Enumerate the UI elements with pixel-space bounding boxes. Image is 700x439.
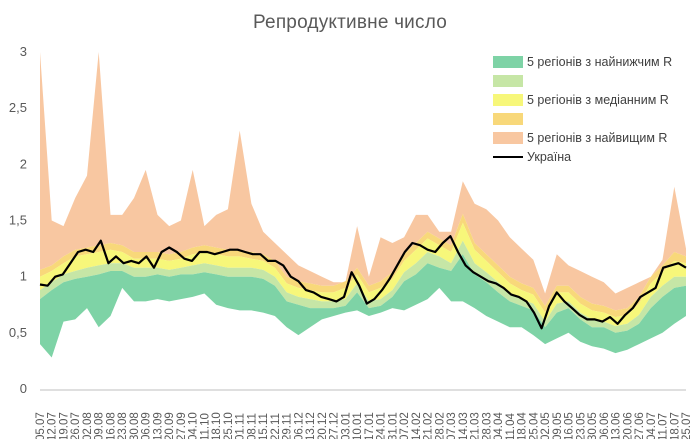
x-tick-label: 25.07 [681,412,693,439]
x-tick-label: 13.06 [611,412,623,439]
x-tick-label: 12.07 [47,412,59,439]
x-tick-label: 26.07 [70,412,82,439]
x-tick-label: 17.01 [364,412,376,439]
legend-swatch-mid-inner [493,112,523,125]
x-tick-label: 15.11 [258,413,270,439]
x-tick-label: 28.03 [481,412,493,439]
x-tick-label: 11.10 [199,413,211,439]
y-tick-label: 0,5 [9,325,27,340]
x-tick-label: 27.06 [634,412,646,439]
x-tick-label: 31.01 [387,412,399,439]
x-tick-label: 13.12 [305,412,317,439]
x-tick-label: 23.08 [117,412,129,439]
y-tick-label: 2,5 [9,100,27,115]
x-tick-label: 20.06 [622,412,634,439]
x-tick-label: 08.11 [246,413,258,439]
x-tick-label: 22.11 [270,413,282,439]
x-tick-label: 30.05 [587,412,599,439]
x-tick-label: 14.03 [458,412,470,439]
y-tick-label: 3 [20,44,27,59]
legend-label-high: 5 регіонів з найвищим R [527,130,668,145]
x-tick-label: 28.02 [434,412,446,439]
x-tick-label: 21.03 [470,412,482,439]
x-tick-label: 04.07 [646,412,658,439]
x-tick-label: 02.08 [82,412,94,439]
x-tick-label: 06.09 [141,412,153,439]
x-tick-label: 29.11 [282,413,294,439]
x-tick-label: 07.03 [446,412,458,439]
legend-swatch-low [493,55,523,68]
x-tick-label: 13.09 [153,412,165,439]
x-tick-label: 09.08 [94,412,106,439]
y-tick-label: 2 [20,156,27,171]
x-tick-label: 02.05 [540,412,552,439]
x-tick-label: 07.02 [399,412,411,439]
legend-label-low: 5 регіонів з найнижчим R [527,54,673,69]
y-tick-label: 1 [20,269,27,284]
legend-swatch-mid [493,93,523,106]
x-tick-label: 20.09 [164,412,176,439]
x-tick-label: 11.04 [505,412,517,439]
x-tick-label: 18.07 [669,412,681,439]
x-tick-label: 30.08 [129,412,141,439]
legend-item-high: 5 регіонів з найвищим R [493,128,698,147]
legend-item-low-inner [493,71,698,90]
y-tick-label: 0 [20,381,27,396]
x-tick-label: 04.04 [493,412,505,439]
legend-swatch-low-inner [493,74,523,87]
legend-item-ukraine: Україна [493,147,698,166]
x-tick-label: 16.05 [564,412,576,439]
x-tick-label: 21.02 [423,412,435,439]
area-band-low [40,254,686,358]
legend-label-ukraine: Україна [527,149,572,164]
x-tick-label: 25.04 [528,412,540,439]
x-tick-label: 06.12 [293,412,305,439]
series-line-ukraine [39,235,687,330]
legend-swatch-high [493,131,523,144]
chart-title: Репродуктивне число [253,12,447,33]
x-tick-label: 24.01 [376,412,388,439]
x-tick-label: 04.10 [188,412,200,439]
legend-item-mid-inner [493,109,698,128]
x-tick-label: 18.10 [211,412,223,439]
legend-swatch-ukraine [493,155,523,158]
y-tick-label: 1,5 [9,213,27,228]
legend-label-mid: 5 регіонів з медіанним R [527,92,669,107]
x-tick-label: 18.04 [517,412,529,439]
legend-item-mid: 5 регіонів з медіанним R [493,90,698,109]
legend: 5 регіонів з найнижчим R 5 регіонів з ме… [493,52,698,166]
x-tick-label: 19.07 [59,412,71,439]
area-band-high [40,52,686,311]
x-tick-label: 06.06 [599,412,611,439]
x-tick-label: 27.12 [329,412,341,439]
x-tick-label: 09.05 [552,412,564,439]
x-tick-label: 11.07 [658,413,670,439]
x-tick-label: 03.01 [340,412,352,439]
x-tick-label: 16.08 [106,412,118,439]
legend-item-low: 5 регіонів з найнижчим R [493,52,698,71]
x-tick-label: 20.12 [317,412,329,439]
x-tick-label: 27.09 [176,412,188,439]
x-tick-label: 14.02 [411,412,423,439]
x-tick-label: 25.10 [223,412,235,439]
x-tick-label: 23.05 [575,412,587,439]
x-tick-label: 01.11 [235,413,247,439]
x-tick-label: 05.07 [35,412,47,439]
x-tick-label: 10.01 [352,412,364,439]
